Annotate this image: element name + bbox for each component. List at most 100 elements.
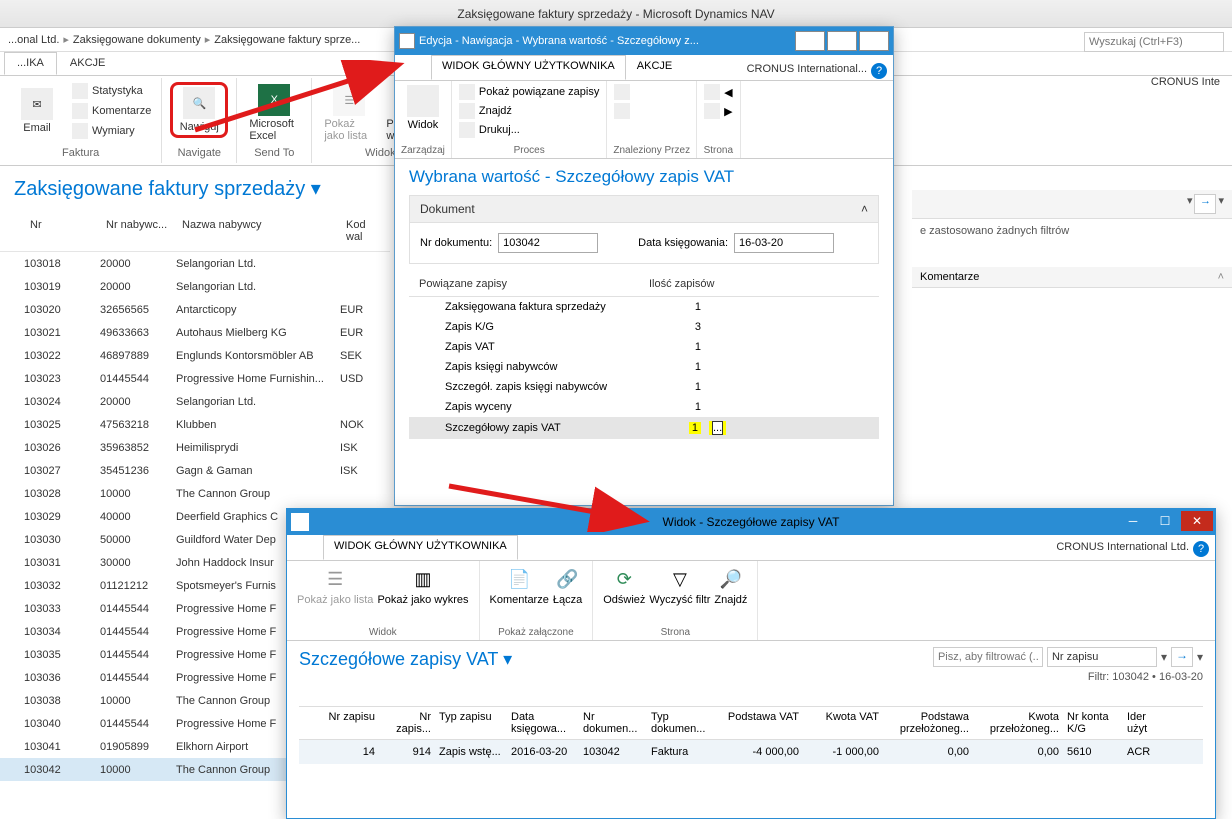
widok-button[interactable]: Widok — [401, 83, 445, 133]
vat-col[interactable]: Nr zapis... — [379, 707, 435, 739]
col-kod[interactable]: Kod wal — [340, 215, 388, 247]
vat-col[interactable]: Nr zapisu — [299, 707, 379, 739]
vat-filter-bar: ▾ → ▾ — [933, 647, 1203, 667]
related-row[interactable]: Zapis księgi nabywców1 — [409, 357, 879, 377]
vat-grid-row[interactable]: 14914Zapis wstę...2016-03-20103042Faktur… — [299, 740, 1203, 764]
close-button[interactable]: ✕ — [859, 31, 889, 51]
vat-col[interactable]: Typ zapisu — [435, 707, 507, 739]
statystyka-button button[interactable]: Statystyka — [70, 82, 153, 100]
vat-col[interactable]: Ider użyt — [1123, 707, 1163, 739]
vat-col[interactable]: Data księgowa... — [507, 707, 579, 739]
view-icon — [407, 85, 439, 117]
filter-go-button[interactable]: → — [1171, 647, 1193, 667]
znaleziony-btn1[interactable] — [613, 83, 690, 101]
pokaz-powiazane-button[interactable]: Pokaż powiązane zapisy — [458, 83, 600, 101]
breadcrumb-item[interactable]: Zaksięgowane faktury sprze... — [214, 34, 360, 46]
vat-col[interactable]: Typ dokumen... — [647, 707, 715, 739]
help-button[interactable]: ? — [871, 63, 887, 79]
drukuj-button[interactable]: Drukuj... — [458, 121, 600, 139]
vat-titlebar[interactable]: Widok - Szczegółowe zapisy VAT ─ ☐ ✕ — [287, 509, 1215, 535]
vat-filter-input[interactable] — [933, 647, 1043, 667]
komentarze-button[interactable]: Komentarze — [70, 102, 153, 120]
refresh-icon: ⟳ — [610, 565, 638, 593]
nav-tab-widok[interactable]: WIDOK GŁÓWNY UŻYTKOWNIKA — [431, 55, 626, 80]
col-nr[interactable]: Nr — [24, 215, 100, 247]
nav-tab-akcje[interactable]: AKCJE — [626, 55, 683, 80]
close-button[interactable]: ✕ — [1181, 511, 1213, 531]
vat-col[interactable]: Nr konta K/G — [1063, 707, 1123, 739]
table-row[interactable]: 10302420000Selangorian Ltd. — [0, 390, 390, 413]
find-icon — [459, 103, 475, 119]
vat-col[interactable]: Podstawa VAT — [715, 707, 803, 739]
wyczysc-filtr-button[interactable]: ▽Wyczyść filtr — [647, 563, 712, 608]
nrdok-input[interactable] — [498, 233, 598, 253]
right-panels: ▾ → ▾ e zastosowano żadnych filtrów Kome… — [912, 190, 1232, 288]
navigate-dialog: Edycja - Nawigacja - Wybrana wartość - S… — [394, 26, 894, 506]
nawiguj-button[interactable]: 🔍 Nawiguj — [170, 82, 228, 138]
email-button[interactable]: ✉ Email — [8, 82, 66, 140]
tab-widok-uzytkownika[interactable]: ...IKA — [4, 52, 57, 75]
table-row[interactable]: 10302635963852HeimilisprydiISK — [0, 436, 390, 459]
related-row[interactable]: Szczegół. zapis księgi nabywców1 — [409, 377, 879, 397]
breadcrumb-item[interactable]: ...onal Ltd. — [8, 34, 59, 46]
table-row[interactable]: 10302301445544Progressive Home Furnishin… — [0, 367, 390, 390]
lacza-button[interactable]: 🔗Łącza — [551, 563, 584, 608]
strona-btn2[interactable]: ▶ — [703, 102, 733, 120]
related-row[interactable]: Szczegółowy zapis VAT1... — [409, 417, 879, 439]
navigate-titlebar[interactable]: Edycja - Nawigacja - Wybrana wartość - S… — [395, 27, 893, 55]
col-nazwa[interactable]: Nazwa nabywcy — [176, 215, 340, 247]
znajdz-button[interactable]: 🔎Znajdź — [712, 563, 749, 608]
minimize-button[interactable]: ─ — [1117, 511, 1149, 531]
znaleziony-btn2[interactable] — [613, 102, 690, 120]
chart-icon: ▥ — [409, 565, 437, 593]
pokaz-wykres-button[interactable]: ▥Pokaż jako wykres — [375, 563, 470, 608]
komentarze-button[interactable]: 📄Komentarze — [488, 563, 551, 608]
vat-col[interactable]: Kwota VAT — [803, 707, 883, 739]
pokaz-lista-button[interactable]: ☰ Pokaż jako lista — [320, 82, 378, 144]
col-nabywcy[interactable]: Nr nabywc... — [100, 215, 176, 247]
drilldown-button[interactable]: ... — [712, 421, 723, 435]
breadcrumb-item[interactable]: Zaksięgowane dokumenty — [73, 34, 201, 46]
navigate-heading: Wybrana wartość - Szczegółowy zapis VAT — [409, 167, 879, 187]
vat-filter-field[interactable] — [1047, 647, 1157, 667]
maximize-button[interactable]: ☐ — [827, 31, 857, 51]
table-row[interactable]: 10302032656565AntarcticopyEUR — [0, 298, 390, 321]
search-input[interactable] — [1084, 32, 1224, 52]
vat-col[interactable]: Kwota przełożoneg... — [973, 707, 1063, 739]
vat-col[interactable]: Nr dokumen... — [579, 707, 647, 739]
fasttab-dokument[interactable]: Dokument ˄ — [409, 195, 879, 223]
related-row[interactable]: Zaksięgowana faktura sprzedaży1 — [409, 297, 879, 317]
dimensions-icon — [72, 123, 88, 139]
dataks-input[interactable] — [734, 233, 834, 253]
komentarze-panel-header[interactable]: Komentarze ˄ — [912, 267, 1232, 288]
table-row[interactable]: 10302810000The Cannon Group — [0, 482, 390, 505]
maximize-button[interactable]: ☐ — [1149, 511, 1181, 531]
znajdz-button[interactable]: Znajdź — [458, 102, 600, 120]
print-icon — [459, 122, 475, 138]
odswiez-button[interactable]: ⟳Odśwież — [601, 563, 647, 608]
group-sendto-label: Send To — [245, 147, 303, 159]
table-row[interactable]: 10302149633663Autohaus Mielberg KGEUR — [0, 321, 390, 344]
table-row[interactable]: 10302735451236Gagn & GamanISK — [0, 459, 390, 482]
vat-col[interactable]: Podstawa przełożoneg... — [883, 707, 973, 739]
table-row[interactable]: 10301820000Selangorian Ltd. — [0, 252, 390, 275]
minimize-button[interactable]: ─ — [795, 31, 825, 51]
wymiary-button[interactable]: Wymiary — [70, 122, 153, 140]
help-button[interactable]: ? — [1193, 541, 1209, 557]
table-row[interactable]: 10302547563218KlubbenNOK — [0, 413, 390, 436]
table-row[interactable]: 10302246897889Englunds Kontorsmöbler ABS… — [0, 344, 390, 367]
pokaz-lista-button[interactable]: ☰Pokaż jako lista — [295, 563, 375, 608]
related-row[interactable]: Zapis K/G3 — [409, 317, 879, 337]
tab-akcje[interactable]: AKCJE — [57, 52, 118, 75]
vat-tab-widok[interactable]: WIDOK GŁÓWNY UŻYTKOWNIKA — [323, 535, 518, 560]
related-row[interactable]: Zapis wyceny1 — [409, 397, 879, 417]
table-row[interactable]: 10301920000Selangorian Ltd. — [0, 275, 390, 298]
strona-btn1[interactable]: ◀ — [703, 83, 733, 101]
clear-filter-icon: ▽ — [666, 565, 694, 593]
excel-button[interactable]: X Microsoft Excel — [245, 82, 303, 144]
related-row[interactable]: Zapis VAT1 — [409, 337, 879, 357]
related-header: Powiązane zapisy Ilość zapisów — [409, 272, 879, 297]
filter-field-dropdown[interactable] — [920, 194, 980, 214]
filter-panel-header: ▾ → ▾ — [912, 190, 1232, 219]
filter-go-button[interactable]: → — [1194, 194, 1216, 214]
